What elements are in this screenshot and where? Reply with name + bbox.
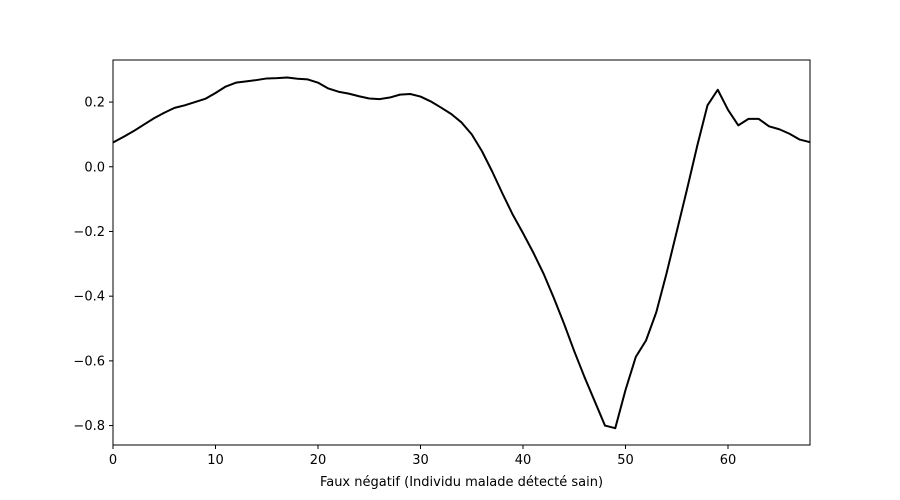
y-tick-label: 0.2 [84,96,105,111]
x-tick-label: 0 [109,453,117,468]
y-tick-label: −0.4 [73,290,105,305]
y-tick-label: −0.8 [73,419,105,434]
tick-labels-group: 0 10 20 30 40 50 60 0.2 0.0 −0.2 −0.4 −0.6 −0.8 [73,96,736,468]
plot-frame [112,59,811,446]
x-tick-label: 30 [412,453,429,468]
y-tick-label: −0.2 [73,225,105,240]
y-tick-label: 0.0 [84,160,105,175]
x-tick-label: 20 [310,453,327,468]
x-tick-label: 60 [720,453,737,468]
x-tick-label: 50 [617,453,634,468]
series-line [112,76,811,430]
tick-marks-group [109,101,729,449]
x-axis-label: Faux négatif (Individu malade détecté sa… [320,475,603,490]
x-tick-label: 10 [207,453,224,468]
y-tick-label: −0.6 [73,354,105,369]
x-tick-label: 40 [515,453,532,468]
